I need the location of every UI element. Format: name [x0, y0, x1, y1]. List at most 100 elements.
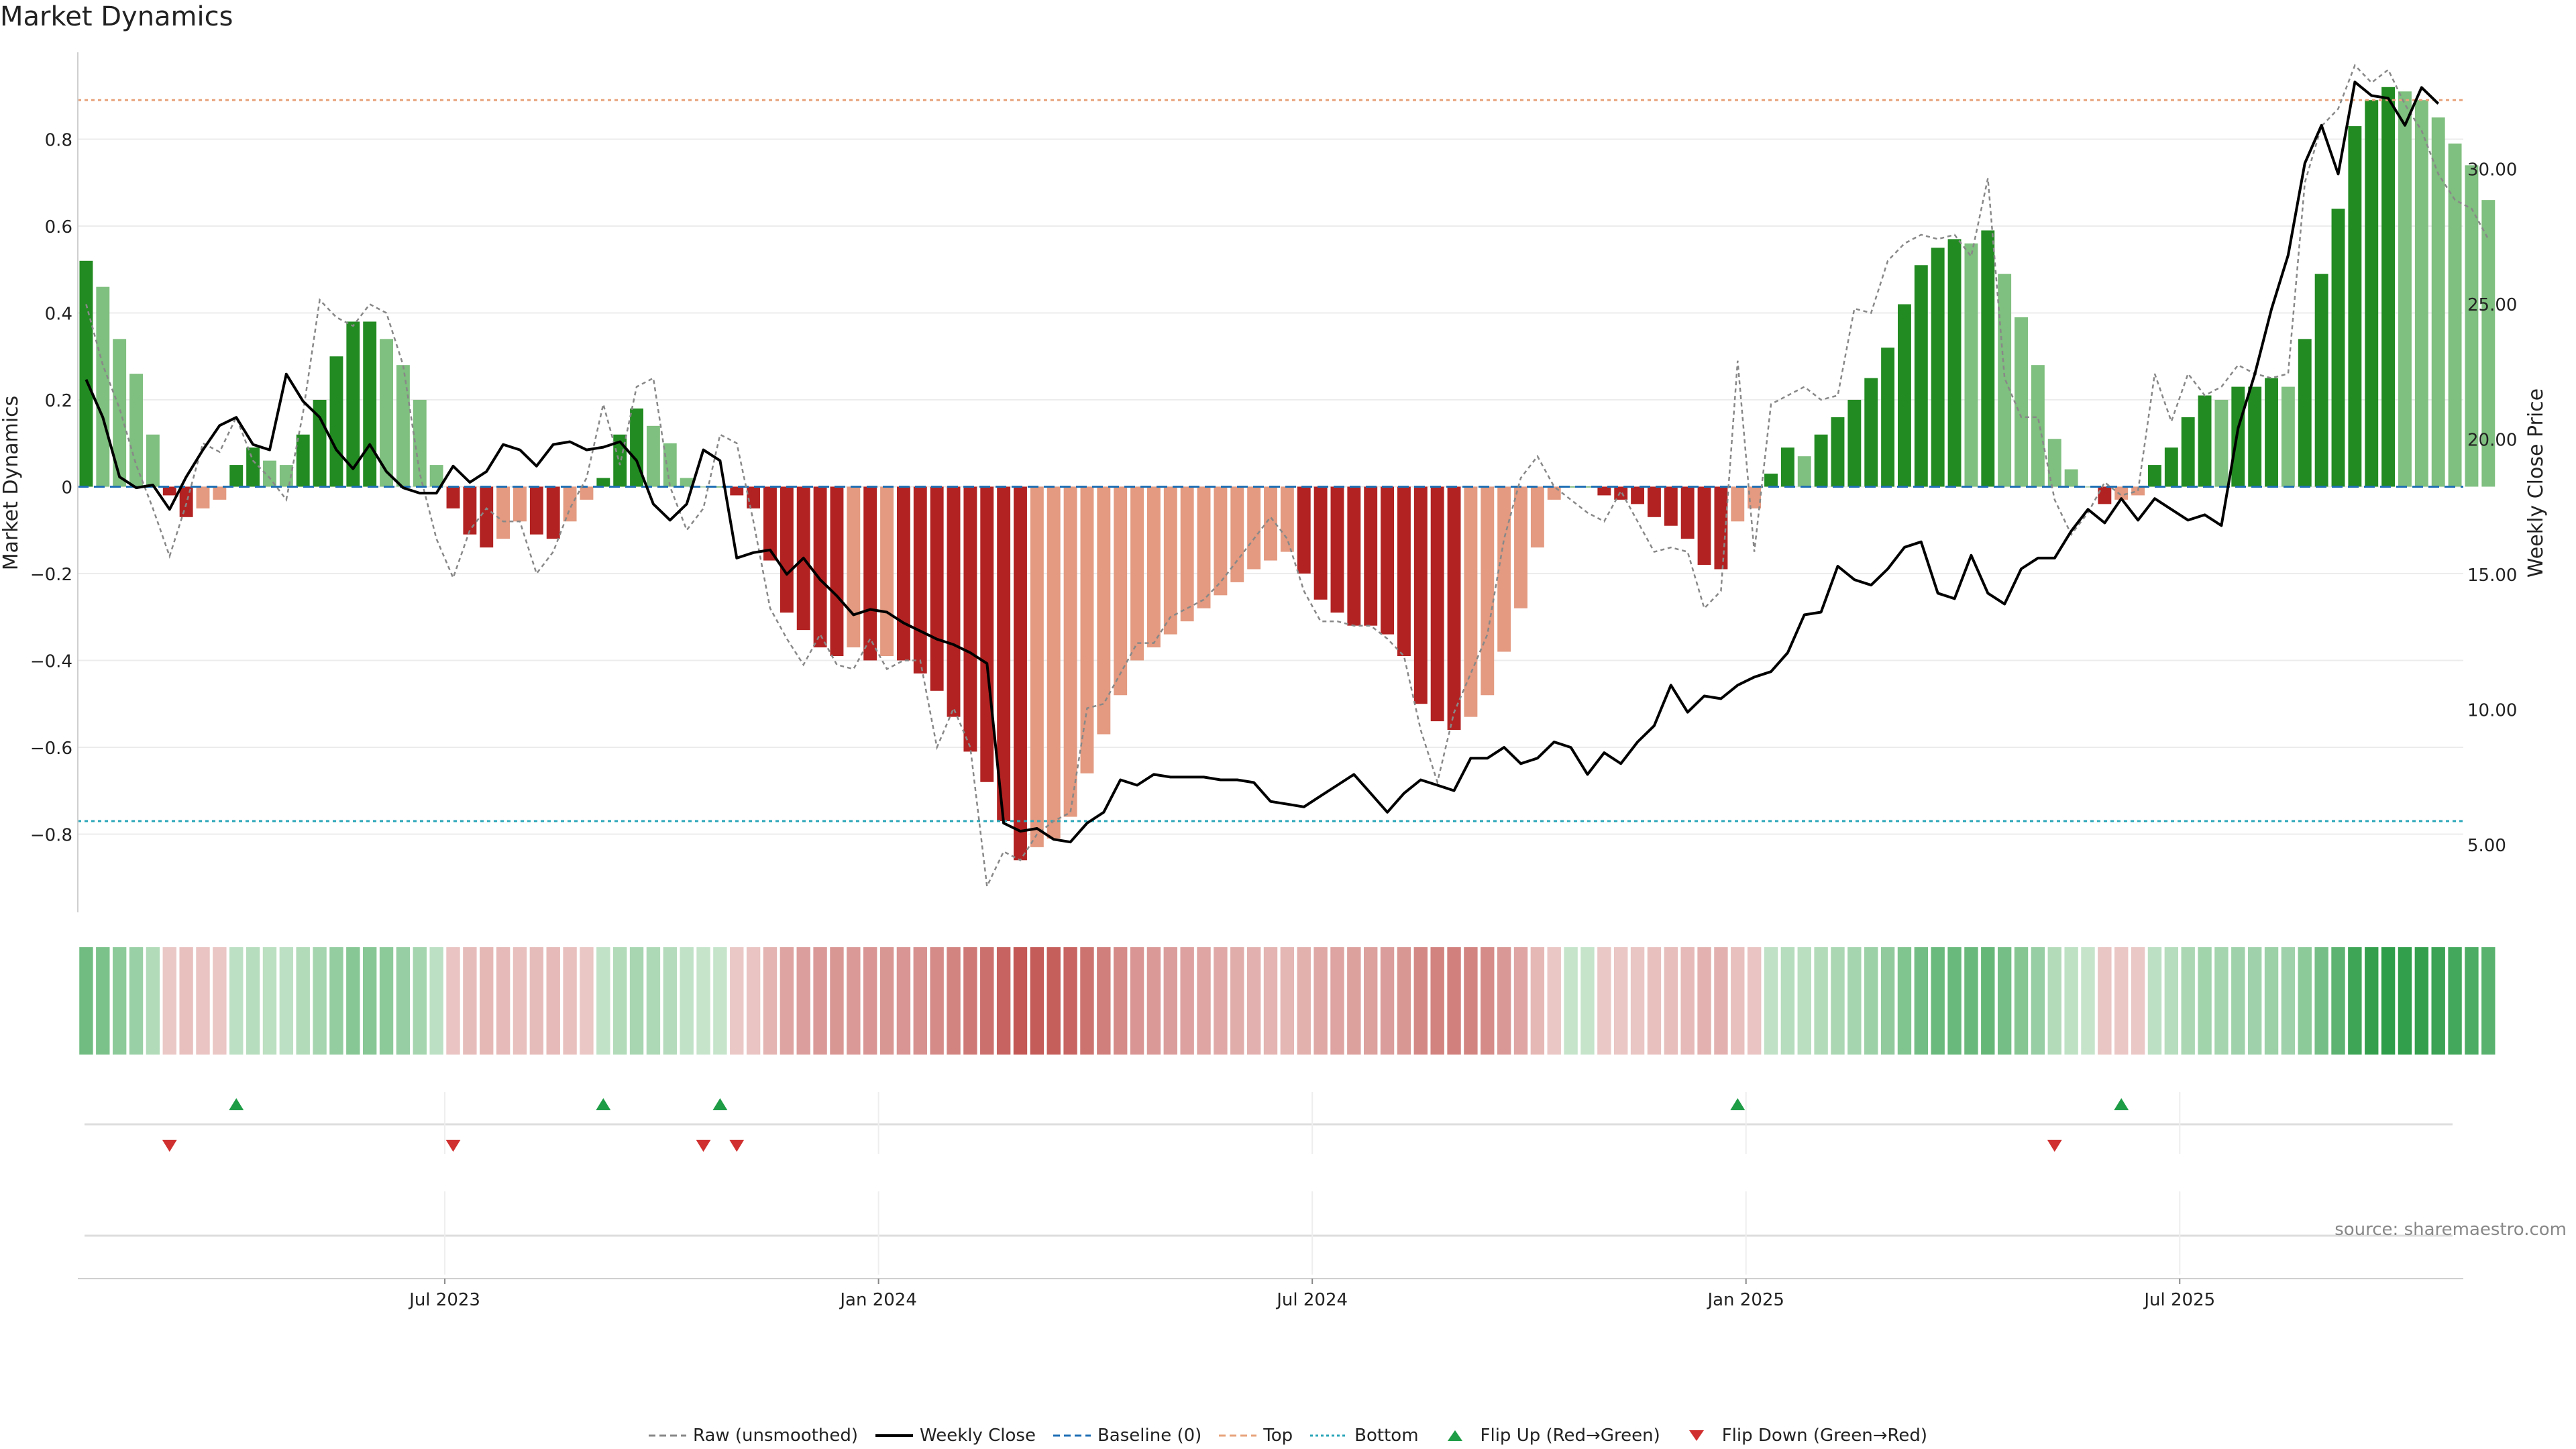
market-dynamics-bar	[2348, 126, 2362, 487]
market-dynamics-bar	[830, 486, 844, 656]
heat-strip-cell	[1130, 947, 1144, 1055]
heat-strip-cell	[1230, 947, 1244, 1055]
y-right-axis-label: Weekly Close Price	[2524, 388, 2548, 578]
legend-swatch-weekly-close	[875, 1434, 914, 1437]
heat-strip-cell	[1030, 947, 1044, 1055]
heat-strip-cell	[2314, 947, 2328, 1055]
market-dynamics-bar	[2281, 386, 2295, 487]
heat-strip-cell	[980, 947, 994, 1055]
market-dynamics-bar	[1981, 230, 1995, 487]
legend-swatch-top	[1219, 1434, 1257, 1437]
market-dynamics-bar	[1364, 486, 1378, 626]
market-dynamics-bar	[1297, 486, 1311, 574]
heat-strip-cell	[1614, 947, 1628, 1055]
market-dynamics-bar	[930, 486, 944, 691]
flip-up-marker	[2114, 1098, 2129, 1110]
heat-strip-cell	[1780, 947, 1795, 1055]
heat-strip-cell	[730, 947, 744, 1055]
heat-strip-cell	[2414, 947, 2429, 1055]
market-dynamics-bar	[1497, 486, 1511, 652]
market-dynamics-bar	[2114, 486, 2129, 500]
market-dynamics-bar	[2265, 378, 2278, 487]
market-dynamics-bar	[2164, 447, 2178, 487]
heat-strip-cell	[2064, 947, 2078, 1055]
market-dynamics-bar	[997, 486, 1011, 822]
heat-strip-cell	[396, 947, 411, 1055]
market-dynamics-bar	[696, 486, 710, 488]
market-dynamics-bar	[346, 321, 360, 487]
heat-strip-cell	[496, 947, 511, 1055]
heat-strip-cell	[112, 947, 127, 1055]
heat-strip-cell	[713, 947, 727, 1055]
market-dynamics-bar	[446, 486, 460, 508]
heat-strip	[79, 947, 2496, 1055]
market-dynamics-bar	[763, 486, 777, 561]
market-dynamics-bar	[2365, 100, 2379, 487]
heat-strip-cell	[1080, 947, 1094, 1055]
heat-strip-cell	[429, 947, 443, 1055]
heat-strip-cell	[1297, 947, 1311, 1055]
heat-strip-cell	[1397, 947, 1411, 1055]
legend-item-top: Top	[1219, 1426, 1293, 1446]
legend-item-baseline: Baseline (0)	[1053, 1426, 1201, 1446]
heat-strip-cell	[1046, 947, 1061, 1055]
heat-strip-cell	[2448, 947, 2462, 1055]
heat-strip-cell	[563, 947, 577, 1055]
market-dynamics-bar	[1580, 486, 1595, 488]
heat-strip-cell	[763, 947, 777, 1055]
market-dynamics-bar	[1097, 486, 1111, 735]
heat-strip-cell	[2214, 947, 2229, 1055]
raw-unsmoothed-line	[85, 64, 2489, 890]
heat-strip-cell	[1947, 947, 1962, 1055]
market-dynamics-bar	[496, 486, 511, 539]
market-dynamics-bar	[1247, 486, 1261, 570]
heat-strip-cell	[2181, 947, 2195, 1055]
heat-strip-cell	[612, 947, 627, 1055]
heat-strip-cell	[1814, 947, 1828, 1055]
market-dynamics-bar	[396, 365, 410, 487]
heat-strip-cell	[246, 947, 260, 1055]
market-dynamics-bar	[546, 486, 560, 539]
heat-strip-cell	[2098, 947, 2112, 1055]
heat-strip-cell	[696, 947, 710, 1055]
heat-strip-cell	[1180, 947, 1194, 1055]
market-dynamics-bar	[747, 486, 761, 508]
heat-strip-cell	[1797, 947, 1811, 1055]
legend-label: Baseline (0)	[1097, 1426, 1202, 1446]
heat-strip-cell	[413, 947, 427, 1055]
heat-strip-cell	[879, 947, 894, 1055]
market-dynamics-bar	[279, 465, 293, 487]
market-dynamics-bar	[1280, 486, 1294, 552]
market-dynamics-bar	[1381, 486, 1395, 635]
heat-strip-cell	[1447, 947, 1461, 1055]
market-dynamics-bar	[1914, 265, 1928, 487]
heat-strip-cell	[780, 947, 794, 1055]
market-dynamics-bar	[2431, 117, 2445, 487]
heat-strip-cell	[2131, 947, 2145, 1055]
market-dynamics-bar	[1413, 486, 1428, 704]
heat-strip-cell	[463, 947, 477, 1055]
market-dynamics-bar	[480, 486, 494, 548]
heat-strip-cell	[963, 947, 977, 1055]
legend-swatch-bottom	[1310, 1434, 1348, 1437]
heat-strip-cell	[2047, 947, 2061, 1055]
heat-strip-cell	[1547, 947, 1561, 1055]
market-dynamics-bar	[1597, 486, 1611, 496]
market-dynamics-bar	[2064, 469, 2078, 487]
heat-strip-cell	[663, 947, 677, 1055]
heat-strip-cell	[1931, 947, 1945, 1055]
heat-strip-cell	[1114, 947, 1128, 1055]
x-tick-label: Jan 2025	[1706, 1290, 1784, 1310]
heat-strip-cell	[213, 947, 227, 1055]
market-dynamics-bar	[463, 486, 477, 535]
heat-strip-cell	[580, 947, 594, 1055]
heat-strip-cell	[1897, 947, 1912, 1055]
market-dynamics-bar	[1947, 239, 1962, 487]
y-right-tick-label: 15.00	[2467, 566, 2517, 586]
heat-strip-cell	[1664, 947, 1678, 1055]
market-dynamics-bar	[1030, 486, 1044, 847]
flip-markers-panel	[85, 1092, 2453, 1275]
y-left-tick-label: −0.2	[30, 565, 72, 585]
source-credit: source: sharemaestro.com	[2334, 1220, 2567, 1240]
